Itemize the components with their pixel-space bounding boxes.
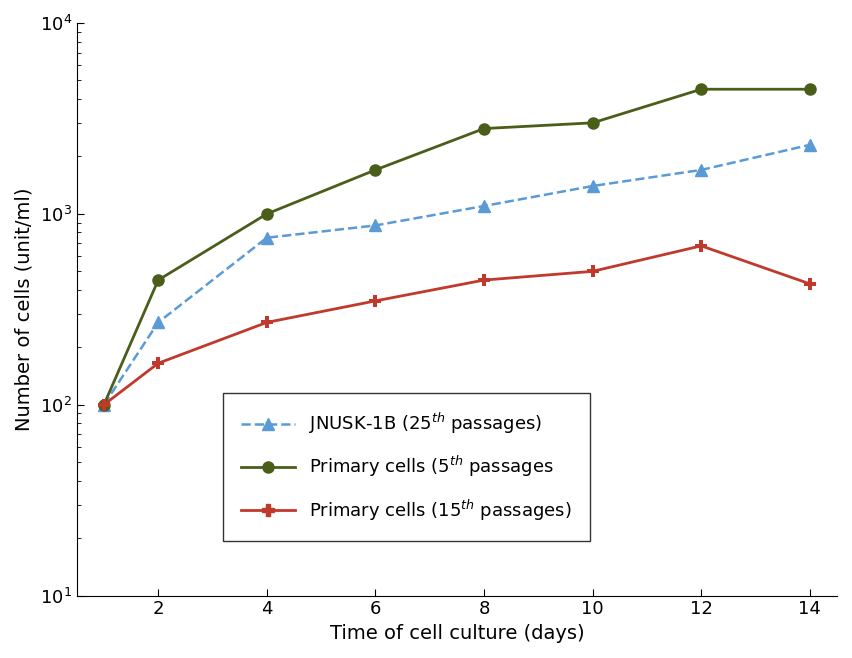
Y-axis label: Number of cells (unit/ml): Number of cells (unit/ml): [15, 188, 34, 431]
X-axis label: Time of cell culture (days): Time of cell culture (days): [330, 624, 584, 643]
Legend: JNUSK-1B (25$^{th}$ passages), Primary cells (5$^{th}$ passages, Primary cells (: JNUSK-1B (25$^{th}$ passages), Primary c…: [222, 393, 590, 541]
